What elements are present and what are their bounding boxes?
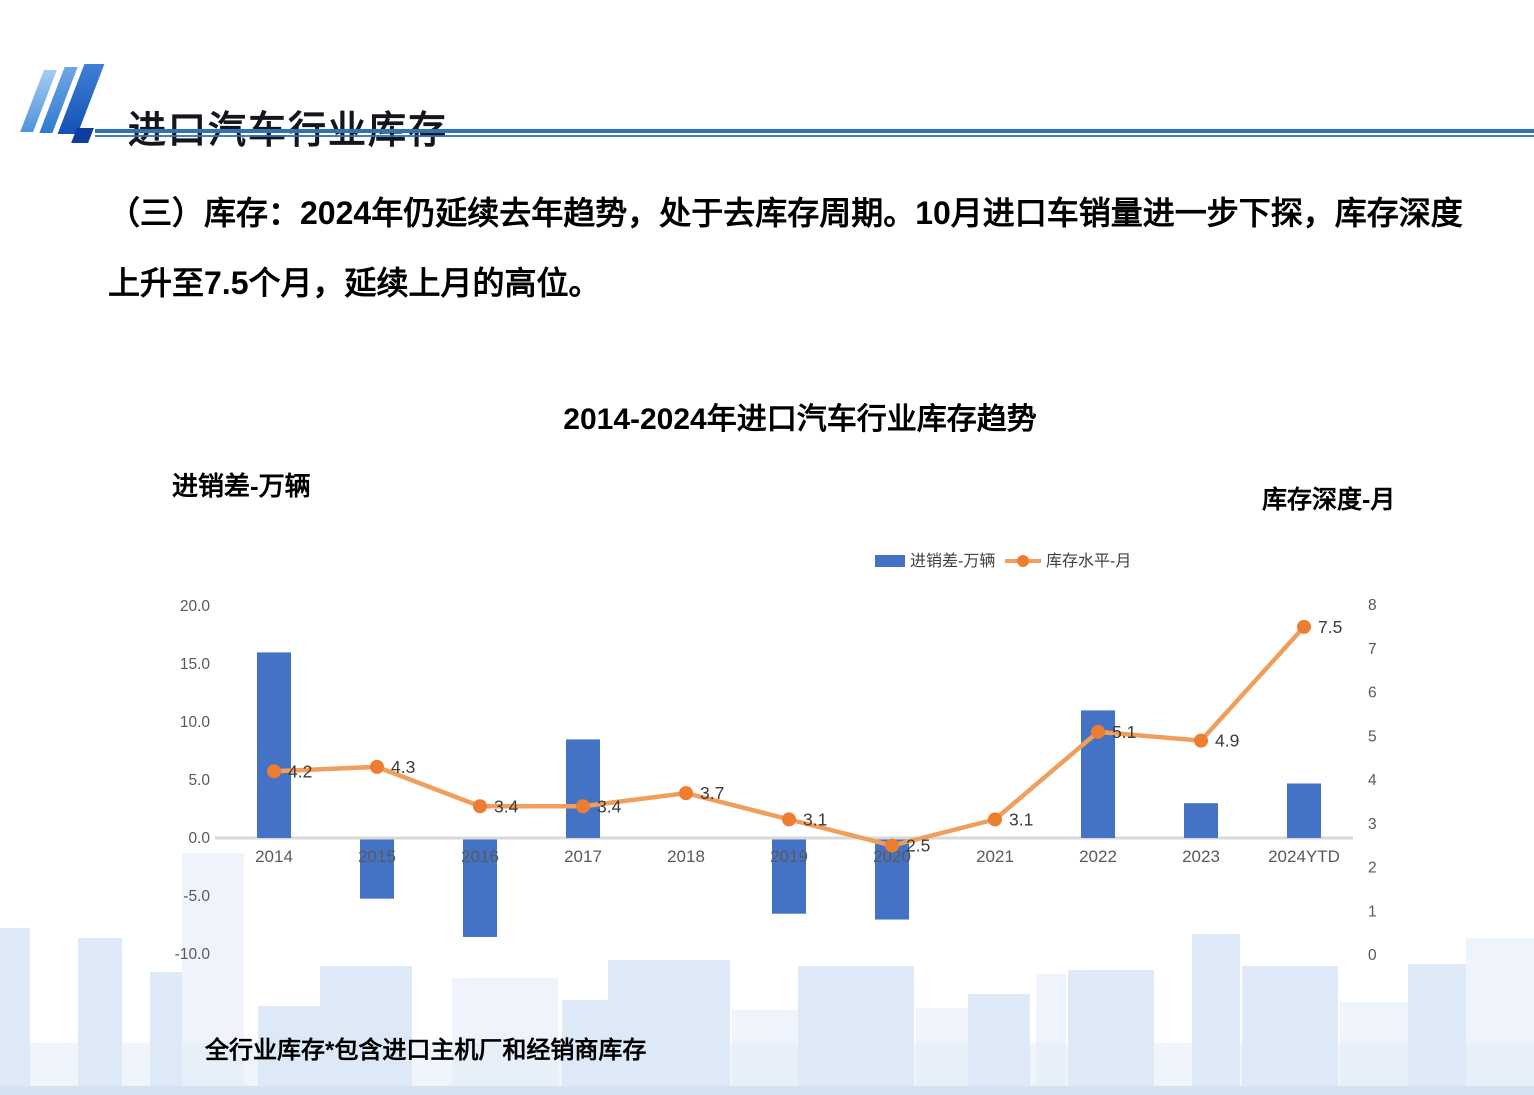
category-label-2021: 2021: [976, 847, 1014, 866]
marker-2022: [1091, 724, 1105, 739]
legend-bar-swatch-icon: [875, 555, 905, 567]
category-label-2019: 2019: [770, 847, 808, 866]
skyline-building: [1036, 974, 1066, 1095]
right-axis-tick: 0: [1368, 947, 1377, 964]
left-axis-tick: 15.0: [180, 656, 211, 673]
right-axis-tick: 8: [1368, 597, 1377, 614]
skyline-building: [78, 938, 122, 1095]
bar-2020: [875, 839, 909, 920]
category-label-2023: 2023: [1182, 847, 1220, 866]
marker-2021: [988, 812, 1002, 827]
skyline-building: [1466, 938, 1534, 1095]
point-label-2014: 4.2: [288, 761, 312, 781]
point-label-2022: 5.1: [1112, 722, 1136, 742]
marker-2016: [473, 799, 487, 814]
right-axis-tick: 1: [1368, 903, 1377, 920]
legend-line-marker-icon: [1017, 555, 1029, 567]
legend-bar-label: 进销差-万辆: [910, 552, 995, 570]
marker-2023: [1194, 733, 1208, 748]
marker-2018: [679, 786, 693, 801]
skyline-building: [968, 994, 1030, 1095]
category-label-2020: 2020: [873, 847, 911, 866]
left-axis-tick: -5.0: [183, 888, 210, 905]
legend-line-label: 库存水平-月: [1046, 552, 1131, 570]
skyline-bottom-strip: [0, 1086, 1534, 1095]
point-label-2020: 2.5: [906, 836, 930, 856]
skyline-building: [798, 966, 914, 1095]
bar-2017: [566, 739, 600, 838]
skyline-building: [1068, 970, 1154, 1095]
page-title: 进口汽车行业库存: [128, 99, 448, 154]
bar-2016: [463, 839, 497, 937]
chart-title: 2014-2024年进口汽车行业库存趋势: [563, 403, 1037, 436]
left-axis-tick: 20.0: [180, 598, 211, 615]
left-axis-tick: 5.0: [188, 772, 210, 789]
point-label-2015: 4.3: [391, 757, 415, 777]
point-label-2019: 3.1: [803, 809, 827, 829]
skyline-building: [258, 1006, 320, 1095]
inventory-trend-chart: 20.0 15.0 10.0 5.0 0.0 -5.0 -10.0 8 7 6 5 4 3 2 1 0 2014…: [175, 552, 1377, 964]
marker-2014: [267, 764, 281, 779]
skyline-building: [916, 1008, 968, 1095]
skyline-building: [608, 960, 730, 1095]
intro-paragraph: （三）库存：2024年仍延续去年趋势，处于去库存周期。10月进口车销量进一步下探…: [108, 195, 1463, 301]
skyline-building: [0, 928, 30, 1095]
point-label-2021: 3.1: [1009, 809, 1033, 829]
marker-2024YTD: [1297, 619, 1311, 634]
header-divider-thin: [95, 135, 1534, 137]
category-label-2016: 2016: [461, 847, 499, 866]
right-axis-tick: 3: [1368, 816, 1377, 833]
right-axis-tick: 4: [1368, 772, 1377, 789]
right-axis-title: 库存深度-月: [1262, 486, 1396, 514]
point-label-2023: 4.9: [1215, 731, 1239, 751]
marker-2015: [370, 759, 384, 774]
marker-2017: [576, 799, 590, 814]
category-label-2017: 2017: [564, 847, 602, 866]
left-axis-tick: 0.0: [188, 830, 210, 847]
left-axis-title: 进销差-万辆: [172, 471, 311, 501]
skyline-building: [1242, 966, 1338, 1095]
category-label-2015: 2015: [358, 847, 396, 866]
category-label-2022: 2022: [1079, 847, 1117, 866]
bar-2024YTD: [1287, 783, 1321, 838]
right-axis-tick: 2: [1368, 860, 1377, 877]
right-axis-tick: 5: [1368, 728, 1377, 745]
right-axis-tick: 6: [1368, 685, 1377, 702]
skyline-building: [320, 966, 412, 1095]
bar-2019: [772, 839, 806, 914]
point-label-2018: 3.7: [700, 783, 724, 803]
point-label-2024YTD: 7.5: [1318, 617, 1342, 637]
skyline-building: [182, 853, 244, 1095]
point-label-2017: 3.4: [597, 796, 622, 816]
marker-2020: [885, 838, 899, 853]
category-label-2024YTD: 2024YTD: [1268, 847, 1340, 866]
point-label-2016: 3.4: [494, 796, 519, 816]
logo-slashes-icon: [18, 64, 105, 146]
category-label-2014: 2014: [255, 847, 293, 866]
category-label-2018: 2018: [667, 847, 705, 866]
left-axis-tick: 10.0: [180, 714, 211, 731]
left-axis-tick: -10.0: [175, 946, 211, 963]
skyline-building: [732, 1010, 798, 1095]
skyline-building: [1340, 1002, 1408, 1095]
bar-2015: [360, 839, 394, 899]
right-axis-tick: 7: [1368, 641, 1377, 658]
header-divider-thick: [95, 129, 1534, 133]
marker-2019: [782, 812, 796, 827]
bar-2023: [1184, 803, 1218, 838]
chart-footnote: 全行业库存*包含进口主机厂和经销商库存: [205, 1037, 647, 1064]
skyline-building: [1408, 964, 1466, 1095]
skyline-building: [562, 1000, 608, 1095]
skyline-building: [1192, 934, 1240, 1095]
skyline-building: [452, 978, 558, 1095]
bar-2014: [257, 652, 291, 838]
